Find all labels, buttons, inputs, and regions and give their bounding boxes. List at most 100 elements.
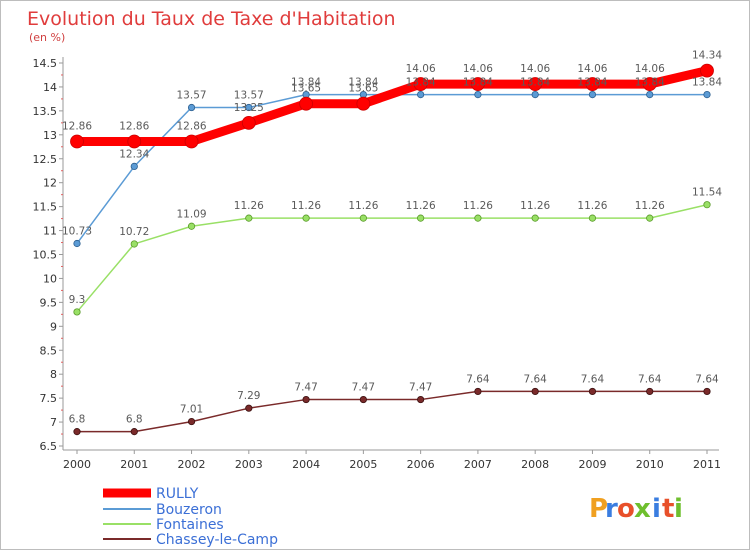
data-point-fontaines [302,214,310,222]
data-label: 7.64 [523,373,547,385]
data-point-fontaines [73,308,81,316]
data-point-bouzeron [588,90,597,99]
data-label: 12.86 [119,121,149,133]
x-tick-label: 2005 [349,458,377,471]
legend-label: Bouzeron [156,502,222,518]
data-point-fontaines [531,214,539,222]
data-label: 13.25 [234,102,264,114]
legend-label: RULLY [156,486,199,502]
data-point-rully [471,77,485,91]
data-label: 13.84 [348,77,378,89]
data-point-fontaines [417,214,425,222]
data-point-chassey-le-camp [245,404,253,412]
y-tick-label: 10.5 [33,249,58,262]
data-point-fontaines [130,240,138,248]
data-label: 11.26 [234,200,264,212]
data-label: 7.47 [409,382,432,394]
x-tick-label: 2011 [693,458,721,471]
data-label: 12.86 [177,121,207,133]
data-point-rully [241,115,256,130]
data-point-chassey-le-camp [187,417,196,426]
y-tick-label: 11 [43,225,57,238]
data-point-bouzeron [245,103,253,112]
data-point-rully [70,134,84,149]
data-label: 14.34 [692,50,722,62]
data-point-fontaines [245,214,253,222]
data-label: 11.26 [463,200,493,212]
data-label: 11.26 [520,200,550,212]
x-tick-label: 2009 [578,458,606,471]
series-line-fontaines [76,203,708,313]
data-label: 13.65 [291,83,321,95]
data-point-chassey-le-camp [588,387,597,396]
data-label: 11.26 [577,200,607,212]
proxiti-logo: Pr o x i t i [589,494,683,524]
data-label: 10.72 [119,226,149,238]
y-tick-label: 13.5 [33,105,58,118]
data-label: 13.84 [692,77,722,89]
data-label: 12.34 [119,148,149,160]
data-label: 11.26 [635,200,665,212]
data-label: 11.26 [291,200,321,212]
x-tick-label: 2007 [464,458,492,471]
data-point-rully [299,96,313,111]
logo-letter: P [589,494,608,524]
data-label: 7.64 [581,373,605,385]
y-tick-label: 12 [43,177,57,190]
data-point-fontaines [588,214,597,222]
data-label: 13.84 [406,77,436,89]
data-point-fontaines [359,214,367,222]
data-label: 7.64 [466,373,490,385]
y-tick-label: 8.5 [40,344,58,357]
y-tick-label: 14 [43,81,57,94]
data-label: 7.47 [294,382,317,394]
data-point-fontaines [474,214,482,222]
data-point-fontaines [703,201,711,209]
data-label: 13.84 [635,77,665,89]
data-label: 11.54 [692,187,722,199]
series-group [70,63,714,436]
legend-label: Fontaines [156,517,224,533]
data-label: 14.06 [577,63,607,75]
chart-subtitle: (en %) [29,31,65,44]
data-point-rully [700,63,714,78]
legend-label: Chassey-le-Camp [156,532,278,548]
data-point-rully [642,77,657,91]
logo-letter: i [652,494,661,524]
data-labels: 12.86 12.86 12.86 13.25 13.65 13.65 14.06 14.06… [62,50,722,426]
data-point-chassey-le-camp [474,387,482,396]
data-point-rully [413,77,428,91]
data-label: 6.8 [126,414,143,426]
data-point-chassey-le-camp [531,387,539,396]
data-label: 14.06 [406,63,436,75]
data-point-chassey-le-camp [417,395,425,404]
data-point-bouzeron [646,90,654,99]
x-tick-label: 2010 [636,458,664,471]
data-point-rully [356,96,371,111]
y-tick-label: 6.5 [40,440,58,453]
data-label: 7.47 [352,382,375,394]
data-point-rully [127,134,142,149]
data-label: 13.84 [577,77,607,89]
data-label: 13.84 [291,77,321,89]
logo-letter: i [674,494,683,524]
data-point-chassey-le-camp [302,395,310,404]
data-label: 7.29 [237,390,260,402]
y-tick-label: 7 [50,416,57,429]
data-label: 13.84 [520,77,550,89]
data-label: 9.3 [69,294,86,306]
chart-title: Evolution du Taux de Taxe d'Habitation [27,8,396,30]
data-label: 14.06 [635,63,665,75]
series-line-bouzeron [76,93,708,245]
y-tick-label: 14.5 [33,57,58,70]
data-point-bouzeron [531,90,539,99]
data-point-chassey-le-camp [646,387,654,396]
data-point-bouzeron [187,103,196,112]
x-tick-label: 2004 [292,458,320,471]
data-point-rully [184,134,199,149]
y-tick-label: 12.5 [33,153,58,166]
data-label: 11.09 [177,208,207,220]
data-label: 7.01 [180,404,203,416]
